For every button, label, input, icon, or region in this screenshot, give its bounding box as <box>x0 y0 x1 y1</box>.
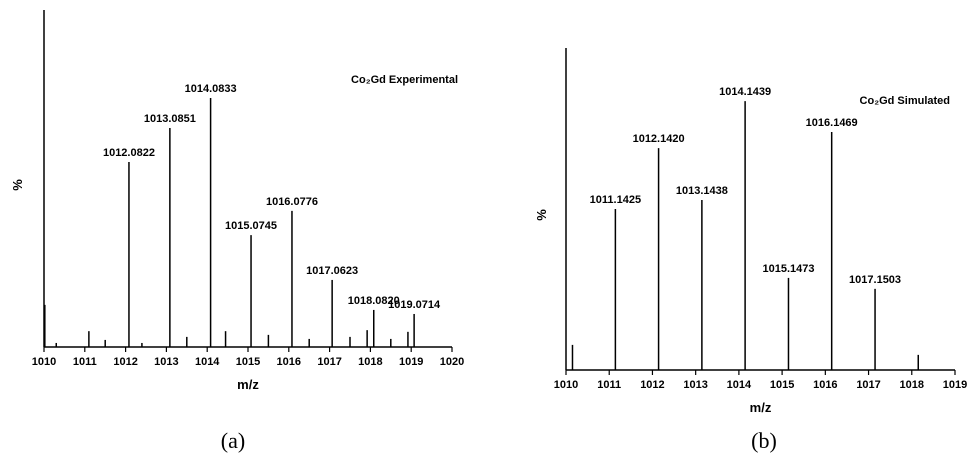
caption: (a) <box>221 428 245 453</box>
peak-label: 1017.1503 <box>849 274 901 286</box>
x-tick-label: 1013 <box>683 379 707 391</box>
x-tick-label: 1017 <box>317 356 341 368</box>
x-tick-label: 1018 <box>900 379 924 391</box>
peak-label: 1019.0714 <box>388 299 441 311</box>
x-tick-label: 1016 <box>277 356 301 368</box>
chart-title: Co₂Gd Simulated <box>860 95 950 107</box>
peak-label: 1015.0745 <box>225 220 277 232</box>
x-tick-label: 1012 <box>113 356 137 368</box>
peak-label: 1013.0851 <box>144 113 196 125</box>
y-axis-title: % <box>534 209 549 221</box>
x-tick-label: 1016 <box>813 379 837 391</box>
x-tick-label: 1013 <box>154 356 178 368</box>
x-tick-label: 1018 <box>358 356 382 368</box>
x-axis-title: m/z <box>750 400 772 415</box>
x-tick-label: 1015 <box>770 379 794 391</box>
peak-label: 1015.1473 <box>762 263 814 275</box>
peak-label: 1014.0833 <box>185 83 237 95</box>
y-axis-title: % <box>10 179 25 191</box>
x-tick-label: 1017 <box>856 379 880 391</box>
x-tick-label: 1019 <box>943 379 967 391</box>
x-tick-label: 1010 <box>32 356 56 368</box>
caption: (b) <box>751 428 777 453</box>
x-tick-label: 1015 <box>236 356 260 368</box>
peak-label: 1017.0623 <box>306 265 358 277</box>
peak-label: 1016.1469 <box>806 117 858 129</box>
chart-title: Co₂Gd Experimental <box>351 74 458 86</box>
x-tick-label: 1012 <box>640 379 664 391</box>
peak-label: 1013.1438 <box>676 185 728 197</box>
peak-label: 1014.1439 <box>719 86 771 98</box>
peak-label: 1012.0822 <box>103 147 155 159</box>
peak-label: 1012.1420 <box>633 133 685 145</box>
x-tick-label: 1011 <box>597 379 621 391</box>
x-tick-label: 1014 <box>727 379 752 391</box>
peak-label: 1011.1425 <box>590 194 641 206</box>
x-axis-title: m/z <box>237 377 259 392</box>
x-tick-label: 1020 <box>440 356 464 368</box>
x-tick-label: 1019 <box>399 356 423 368</box>
peak-label: 1018.0820 <box>348 295 400 307</box>
peak-label: 1016.0776 <box>266 196 318 208</box>
x-tick-label: 1011 <box>73 356 97 368</box>
x-tick-label: 1010 <box>554 379 578 391</box>
x-tick-label: 1014 <box>195 356 220 368</box>
